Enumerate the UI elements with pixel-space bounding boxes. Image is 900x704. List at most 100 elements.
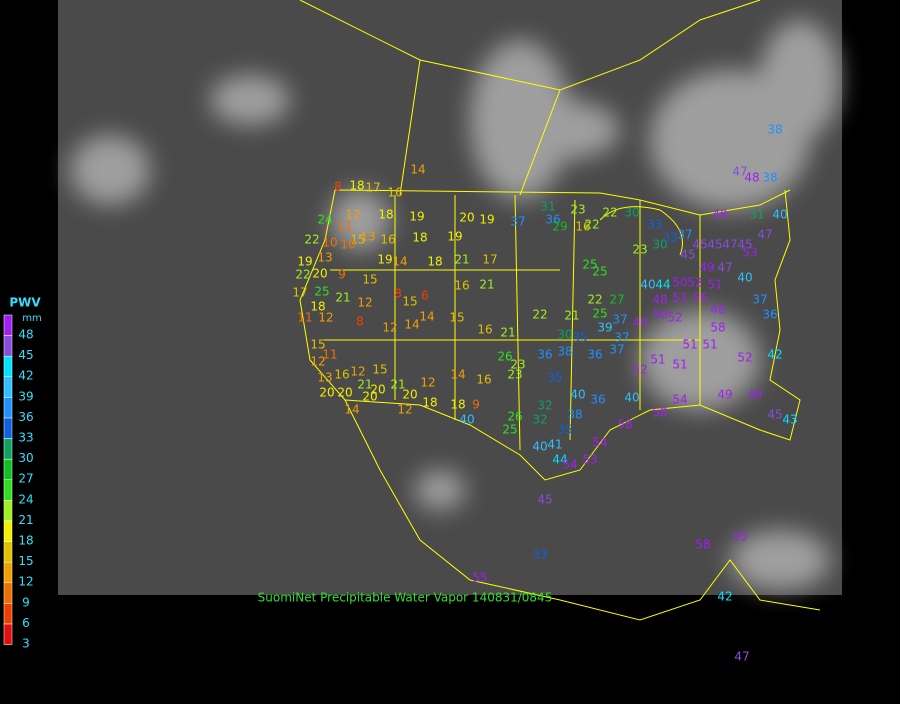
legend-tick-label: 39 bbox=[18, 389, 33, 403]
legend-swatch bbox=[3, 335, 13, 357]
station-value: 25 bbox=[592, 307, 607, 321]
station-value: 15 bbox=[362, 273, 377, 287]
station-value: 35 bbox=[572, 331, 587, 345]
station-value: 40 bbox=[459, 413, 474, 427]
station-value: 45 bbox=[767, 408, 782, 422]
station-value: 19 bbox=[447, 230, 462, 244]
station-value: 44 bbox=[655, 278, 670, 292]
station-value: 8 bbox=[334, 180, 342, 194]
legend-swatch bbox=[3, 355, 13, 378]
station-value: 49 bbox=[747, 388, 762, 402]
station-value: 17 bbox=[365, 181, 380, 195]
station-value: 38 bbox=[767, 123, 782, 137]
station-value: 25 bbox=[502, 423, 517, 437]
station-value: 6 bbox=[421, 289, 429, 303]
station-value: 38 bbox=[557, 345, 572, 359]
station-value: 8 bbox=[356, 315, 364, 329]
station-value: 42 bbox=[767, 348, 782, 362]
legend-unit: mm bbox=[22, 313, 41, 324]
station-value: 22 bbox=[587, 293, 602, 307]
station-value: 16 bbox=[476, 373, 491, 387]
station-value: 37 bbox=[614, 331, 629, 345]
station-value: 11 bbox=[322, 348, 337, 362]
station-value: 30 bbox=[557, 328, 572, 342]
station-value: 51 bbox=[702, 338, 717, 352]
station-value: 45 bbox=[707, 238, 722, 252]
station-value: 32 bbox=[537, 399, 552, 413]
station-value: 16 bbox=[454, 279, 469, 293]
station-value: 40 bbox=[570, 388, 585, 402]
station-value: 21 bbox=[454, 253, 469, 267]
legend-swatch bbox=[3, 561, 13, 584]
station-value: 44 bbox=[552, 453, 567, 467]
station-value: 14 bbox=[392, 255, 407, 269]
station-value: 54 bbox=[592, 436, 607, 450]
clouds bbox=[70, 20, 840, 590]
station-value: 45 bbox=[737, 238, 752, 252]
legend-swatch bbox=[3, 603, 13, 625]
station-value: 12 bbox=[345, 208, 360, 222]
legend-swatch bbox=[3, 417, 13, 439]
station-value: 21 bbox=[479, 278, 494, 292]
legend-tick-label: 27 bbox=[18, 472, 33, 486]
legend-swatch bbox=[3, 541, 13, 563]
station-value: 20 bbox=[312, 267, 327, 281]
station-value: 33 bbox=[647, 218, 662, 232]
station-value: 20 bbox=[337, 386, 352, 400]
station-value: 37 bbox=[510, 215, 525, 229]
station-value: 38 bbox=[567, 408, 582, 422]
station-value: 27 bbox=[609, 293, 624, 307]
station-value: 18 bbox=[310, 300, 325, 314]
station-value: 30 bbox=[652, 238, 667, 252]
station-value: 36 bbox=[587, 348, 602, 362]
legend-swatch bbox=[3, 438, 13, 460]
station-value: 13 bbox=[317, 251, 332, 265]
legend-tick-label: 3 bbox=[22, 637, 30, 651]
station-value: 37 bbox=[612, 313, 627, 327]
legend-tick-label: 42 bbox=[18, 369, 33, 383]
station-value: 15 bbox=[310, 338, 325, 352]
legend-swatch bbox=[3, 582, 13, 604]
station-value: 23 bbox=[507, 368, 522, 382]
station-value: 10 bbox=[322, 236, 337, 250]
legend-swatch bbox=[3, 314, 13, 336]
station-value: 18 bbox=[349, 179, 364, 193]
legend-title: PWV bbox=[9, 296, 41, 310]
station-value: 12 bbox=[420, 376, 435, 390]
legend-swatch bbox=[3, 520, 13, 542]
station-value: 14 bbox=[410, 163, 425, 177]
station-value: 23 bbox=[510, 358, 525, 372]
legend-tick-label: 48 bbox=[18, 328, 33, 342]
station-value: 29 bbox=[552, 220, 567, 234]
station-value: 31 bbox=[749, 208, 764, 222]
legend-tick-label: 21 bbox=[18, 513, 33, 527]
station-value: 45 bbox=[692, 238, 707, 252]
station-value: 11 bbox=[337, 220, 352, 234]
station-value: 39 bbox=[597, 321, 612, 335]
station-value: 23 bbox=[632, 243, 647, 257]
station-value: 23 bbox=[570, 203, 585, 217]
station-value: 8 bbox=[394, 287, 402, 301]
station-value: 40 bbox=[624, 391, 639, 405]
station-value: 33 bbox=[532, 548, 547, 562]
station-value: 21 bbox=[357, 378, 372, 392]
station-value: 17 bbox=[482, 253, 497, 267]
station-value: 12 bbox=[397, 403, 412, 417]
station-value: 11 bbox=[297, 311, 312, 325]
station-value: 22 bbox=[602, 206, 617, 220]
station-value: 19 bbox=[377, 253, 392, 267]
station-value: 14 bbox=[404, 318, 419, 332]
station-value: 16 bbox=[334, 368, 349, 382]
station-value: 53 bbox=[742, 246, 757, 260]
legend: 48 45 42 39 36 33 30 27 24 21 18 15 12 9 6 3 bbox=[3, 314, 34, 651]
station-value: 14 bbox=[344, 403, 359, 417]
station-value: 30 bbox=[624, 206, 639, 220]
station-value: 49 bbox=[632, 316, 647, 330]
station-value: 51 bbox=[650, 353, 665, 367]
station-value: 22 bbox=[532, 308, 547, 322]
station-value: 12 bbox=[382, 321, 397, 335]
station-value: 53 bbox=[582, 453, 597, 467]
station-value: 36 bbox=[537, 348, 552, 362]
